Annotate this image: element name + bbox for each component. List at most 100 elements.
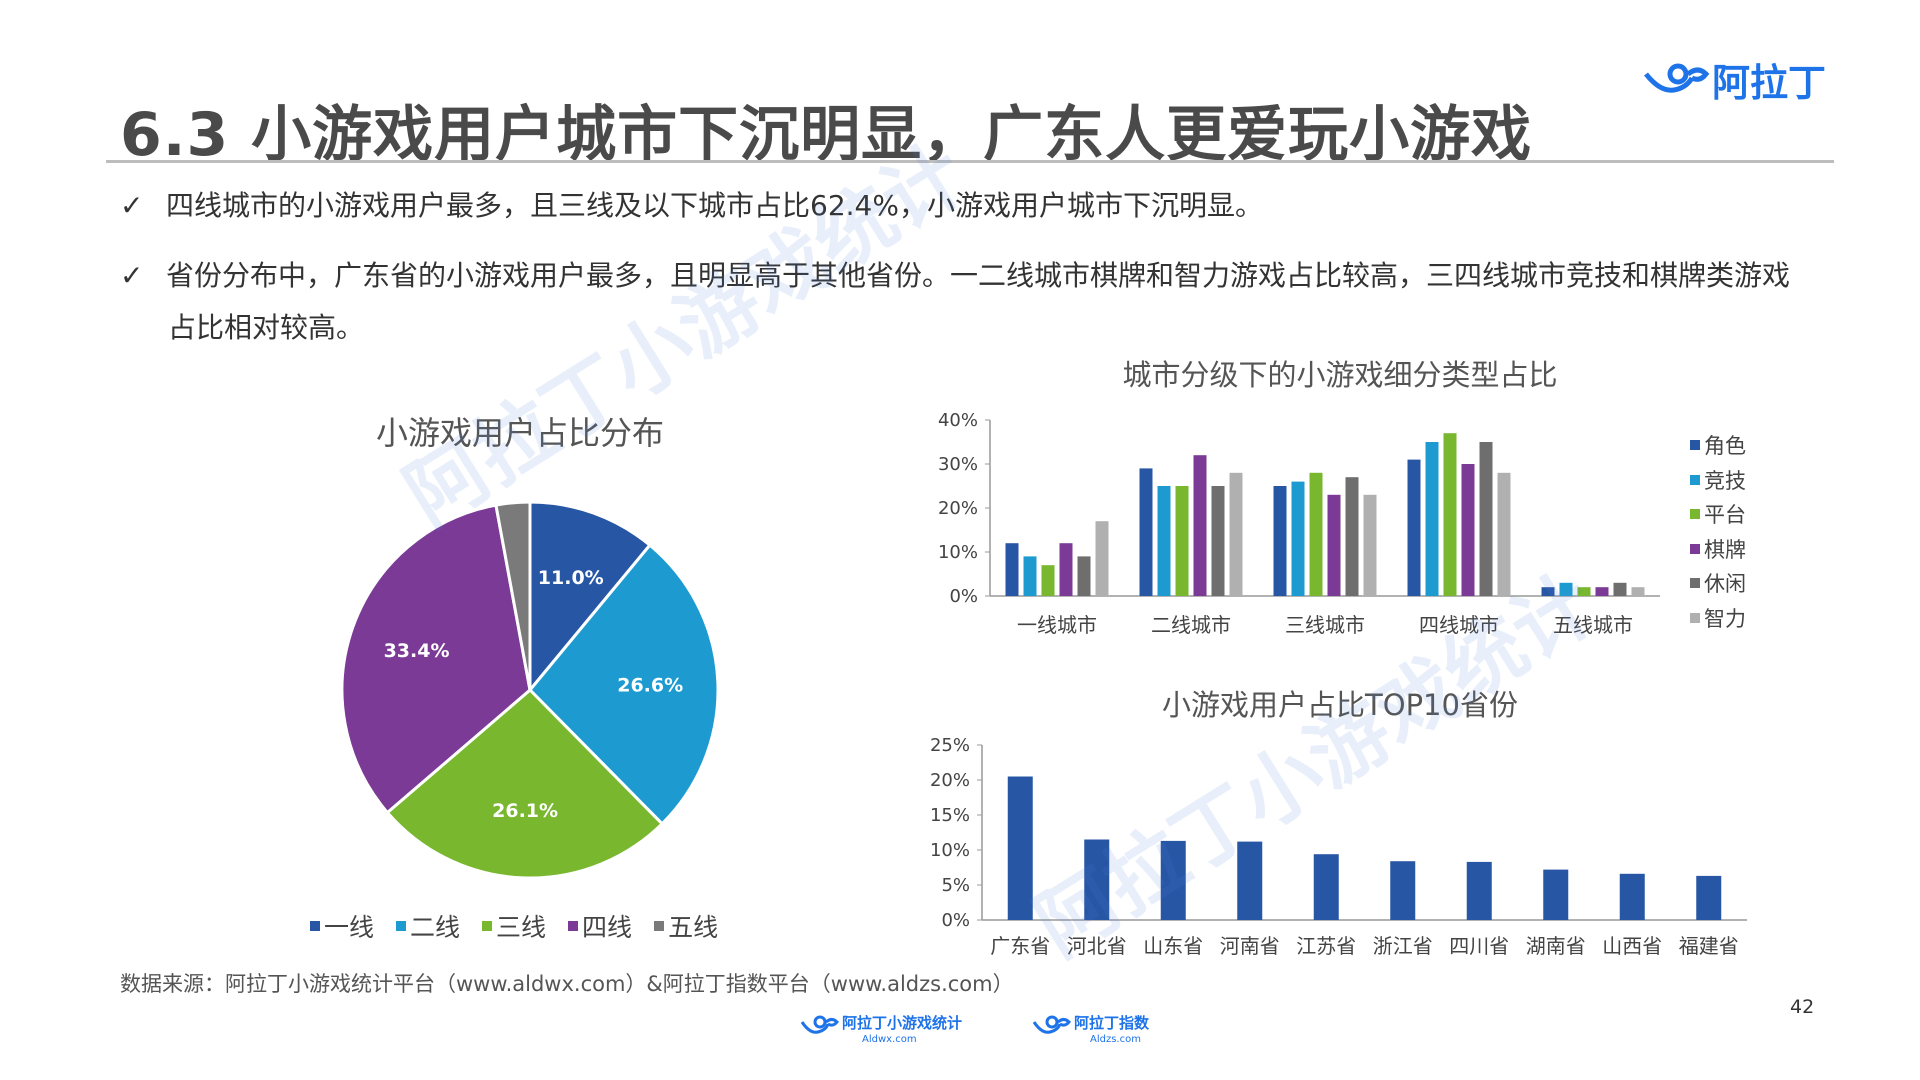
x-tick-label: 湖南省 — [1526, 934, 1586, 958]
bar — [1696, 875, 1722, 920]
legend-item: 五线 — [654, 908, 718, 944]
x-tick-label: 江苏省 — [1296, 934, 1356, 958]
legend-swatch — [568, 921, 579, 931]
bar — [1559, 582, 1573, 596]
lamp-icon — [1644, 63, 1710, 93]
legend-label: 四线 — [582, 913, 633, 942]
y-tick-label: 5% — [941, 875, 970, 896]
legend-swatch — [1690, 474, 1700, 485]
pie-data-label: 11.0% — [538, 567, 604, 589]
legend-label: 智力 — [1704, 606, 1746, 631]
bar — [1631, 587, 1645, 596]
logo-text: 阿拉丁 — [1712, 61, 1826, 105]
bar — [1497, 472, 1511, 596]
x-tick-label: 河南省 — [1220, 934, 1280, 958]
x-tick-label: 五线城市 — [1553, 613, 1633, 637]
bar — [1443, 433, 1457, 596]
bar — [1059, 543, 1073, 596]
legend-item: 一线 — [310, 908, 374, 944]
bar — [1023, 556, 1037, 596]
lamp-icon — [1032, 1015, 1072, 1034]
lamp-icon — [800, 1015, 840, 1034]
legend-item: 二线 — [396, 908, 460, 944]
legend-swatch — [396, 921, 407, 931]
y-tick-label: 20% — [930, 770, 970, 791]
y-tick-label: 25% — [930, 735, 970, 756]
x-tick-label: 三线城市 — [1285, 613, 1365, 637]
bar — [1577, 587, 1591, 596]
bar — [1327, 494, 1341, 596]
bar — [1139, 468, 1153, 596]
bar — [1193, 455, 1207, 596]
legend-label: 休闲 — [1704, 572, 1746, 597]
legend-label: 一线 — [324, 913, 375, 942]
legend-label: 角色 — [1704, 434, 1746, 459]
page-title: 6.3 小游戏用户城市下沉明显，广东人更爱玩小游戏 — [120, 100, 1533, 170]
page-number: 42 — [1790, 996, 1815, 1018]
bar — [1229, 472, 1243, 596]
province-bar-chart: 0% 5% 10% 15% 20% 25% 广东省 河北省 山东省 河南省 江苏省 浙江省 四川省 湖南省… — [930, 735, 1747, 958]
bar — [1613, 582, 1627, 596]
legend-item: 角色 — [1690, 428, 1746, 463]
bar — [1157, 486, 1171, 596]
x-tick-label: 四线城市 — [1419, 613, 1499, 637]
x-tick-label: 河北省 — [1067, 934, 1127, 958]
footer-logo2-url: Aldzs.com — [1090, 1034, 1141, 1045]
pie-slice — [494, 500, 532, 691]
bullet-text: 省份分布中，广东省的小游戏用户最多，且明显高于其他省份。一二线城市棋牌和智力游戏… — [166, 259, 1791, 292]
pie-legend: 一线 二线 三线 四线 五线 — [310, 908, 718, 944]
footer-logo2-name: 阿拉丁指数 — [1074, 1014, 1150, 1032]
bar — [1345, 477, 1359, 596]
y-tick-label: 40% — [938, 410, 978, 431]
bar — [1309, 472, 1323, 596]
x-tick-label: 山西省 — [1602, 934, 1662, 958]
legend-label: 棋牌 — [1704, 537, 1746, 562]
legend-label: 五线 — [668, 913, 719, 942]
bar — [1211, 486, 1225, 596]
bar — [1363, 494, 1377, 596]
bar — [1291, 481, 1305, 596]
legend-swatch — [310, 921, 320, 931]
bar — [1175, 486, 1189, 596]
bar — [1005, 543, 1019, 596]
bar — [1543, 869, 1569, 920]
x-tick-label: 山东省 — [1143, 934, 1203, 958]
legend-item: 三线 — [482, 908, 546, 944]
legend-label: 平台 — [1704, 503, 1746, 528]
legend-label: 二线 — [410, 913, 461, 942]
bar — [1160, 840, 1186, 920]
legend-label: 竞技 — [1704, 468, 1746, 493]
pie-slice — [340, 503, 532, 815]
bullet-text: 四线城市的小游戏用户最多，且三线及以下城市占比62.4%，小游戏用户城市下沉明显… — [166, 189, 1263, 222]
pie-chart-title: 小游戏用户占比分布 — [375, 414, 664, 452]
pie-chart: 11.0% 26.6% 26.1% 33.4% — [340, 500, 720, 880]
pie-data-label: 33.4% — [384, 640, 450, 662]
legend-swatch — [1690, 509, 1700, 520]
bullet-item: ✓ 四线城市的小游戏用户最多，且三线及以下城市占比62.4%，小游戏用户城市下沉明… — [120, 180, 1820, 232]
legend-label: 三线 — [496, 913, 547, 942]
y-tick-label: 0% — [941, 910, 970, 931]
legend-swatch — [1690, 612, 1700, 623]
legend-item: 棋牌 — [1690, 532, 1746, 567]
pie-slice — [385, 687, 665, 880]
footer-logo1-name: 阿拉丁小游戏统计 — [842, 1014, 962, 1032]
aladdin-logo: 阿拉丁 — [1644, 61, 1826, 105]
y-tick-label: 0% — [949, 586, 978, 607]
bar — [1479, 442, 1493, 596]
x-tick-label: 广东省 — [990, 934, 1050, 958]
bar — [1313, 854, 1339, 920]
bar — [1619, 873, 1645, 920]
bar — [1237, 841, 1263, 920]
pie-slice — [528, 500, 652, 695]
bar — [1041, 565, 1055, 596]
x-tick-label: 一线城市 — [1017, 613, 1097, 637]
bar — [1541, 587, 1555, 596]
grouped-bar-chart: 0% 10% 20% 30% 40% 一线城市 二线城市 三线城市 四线城市 五线城市 — [938, 410, 1660, 637]
y-tick-label: 10% — [930, 840, 970, 861]
x-tick-label: 福建省 — [1679, 934, 1739, 958]
pie-data-label: 26.6% — [617, 675, 683, 697]
bullet-item: ✓ 省份分布中，广东省的小游戏用户最多，且明显高于其他省份。一二线城市棋牌和智力游… — [120, 250, 1820, 354]
legend-item: 竞技 — [1690, 463, 1746, 498]
bar — [1461, 464, 1475, 596]
pie-data-label: 26.1% — [492, 800, 558, 822]
